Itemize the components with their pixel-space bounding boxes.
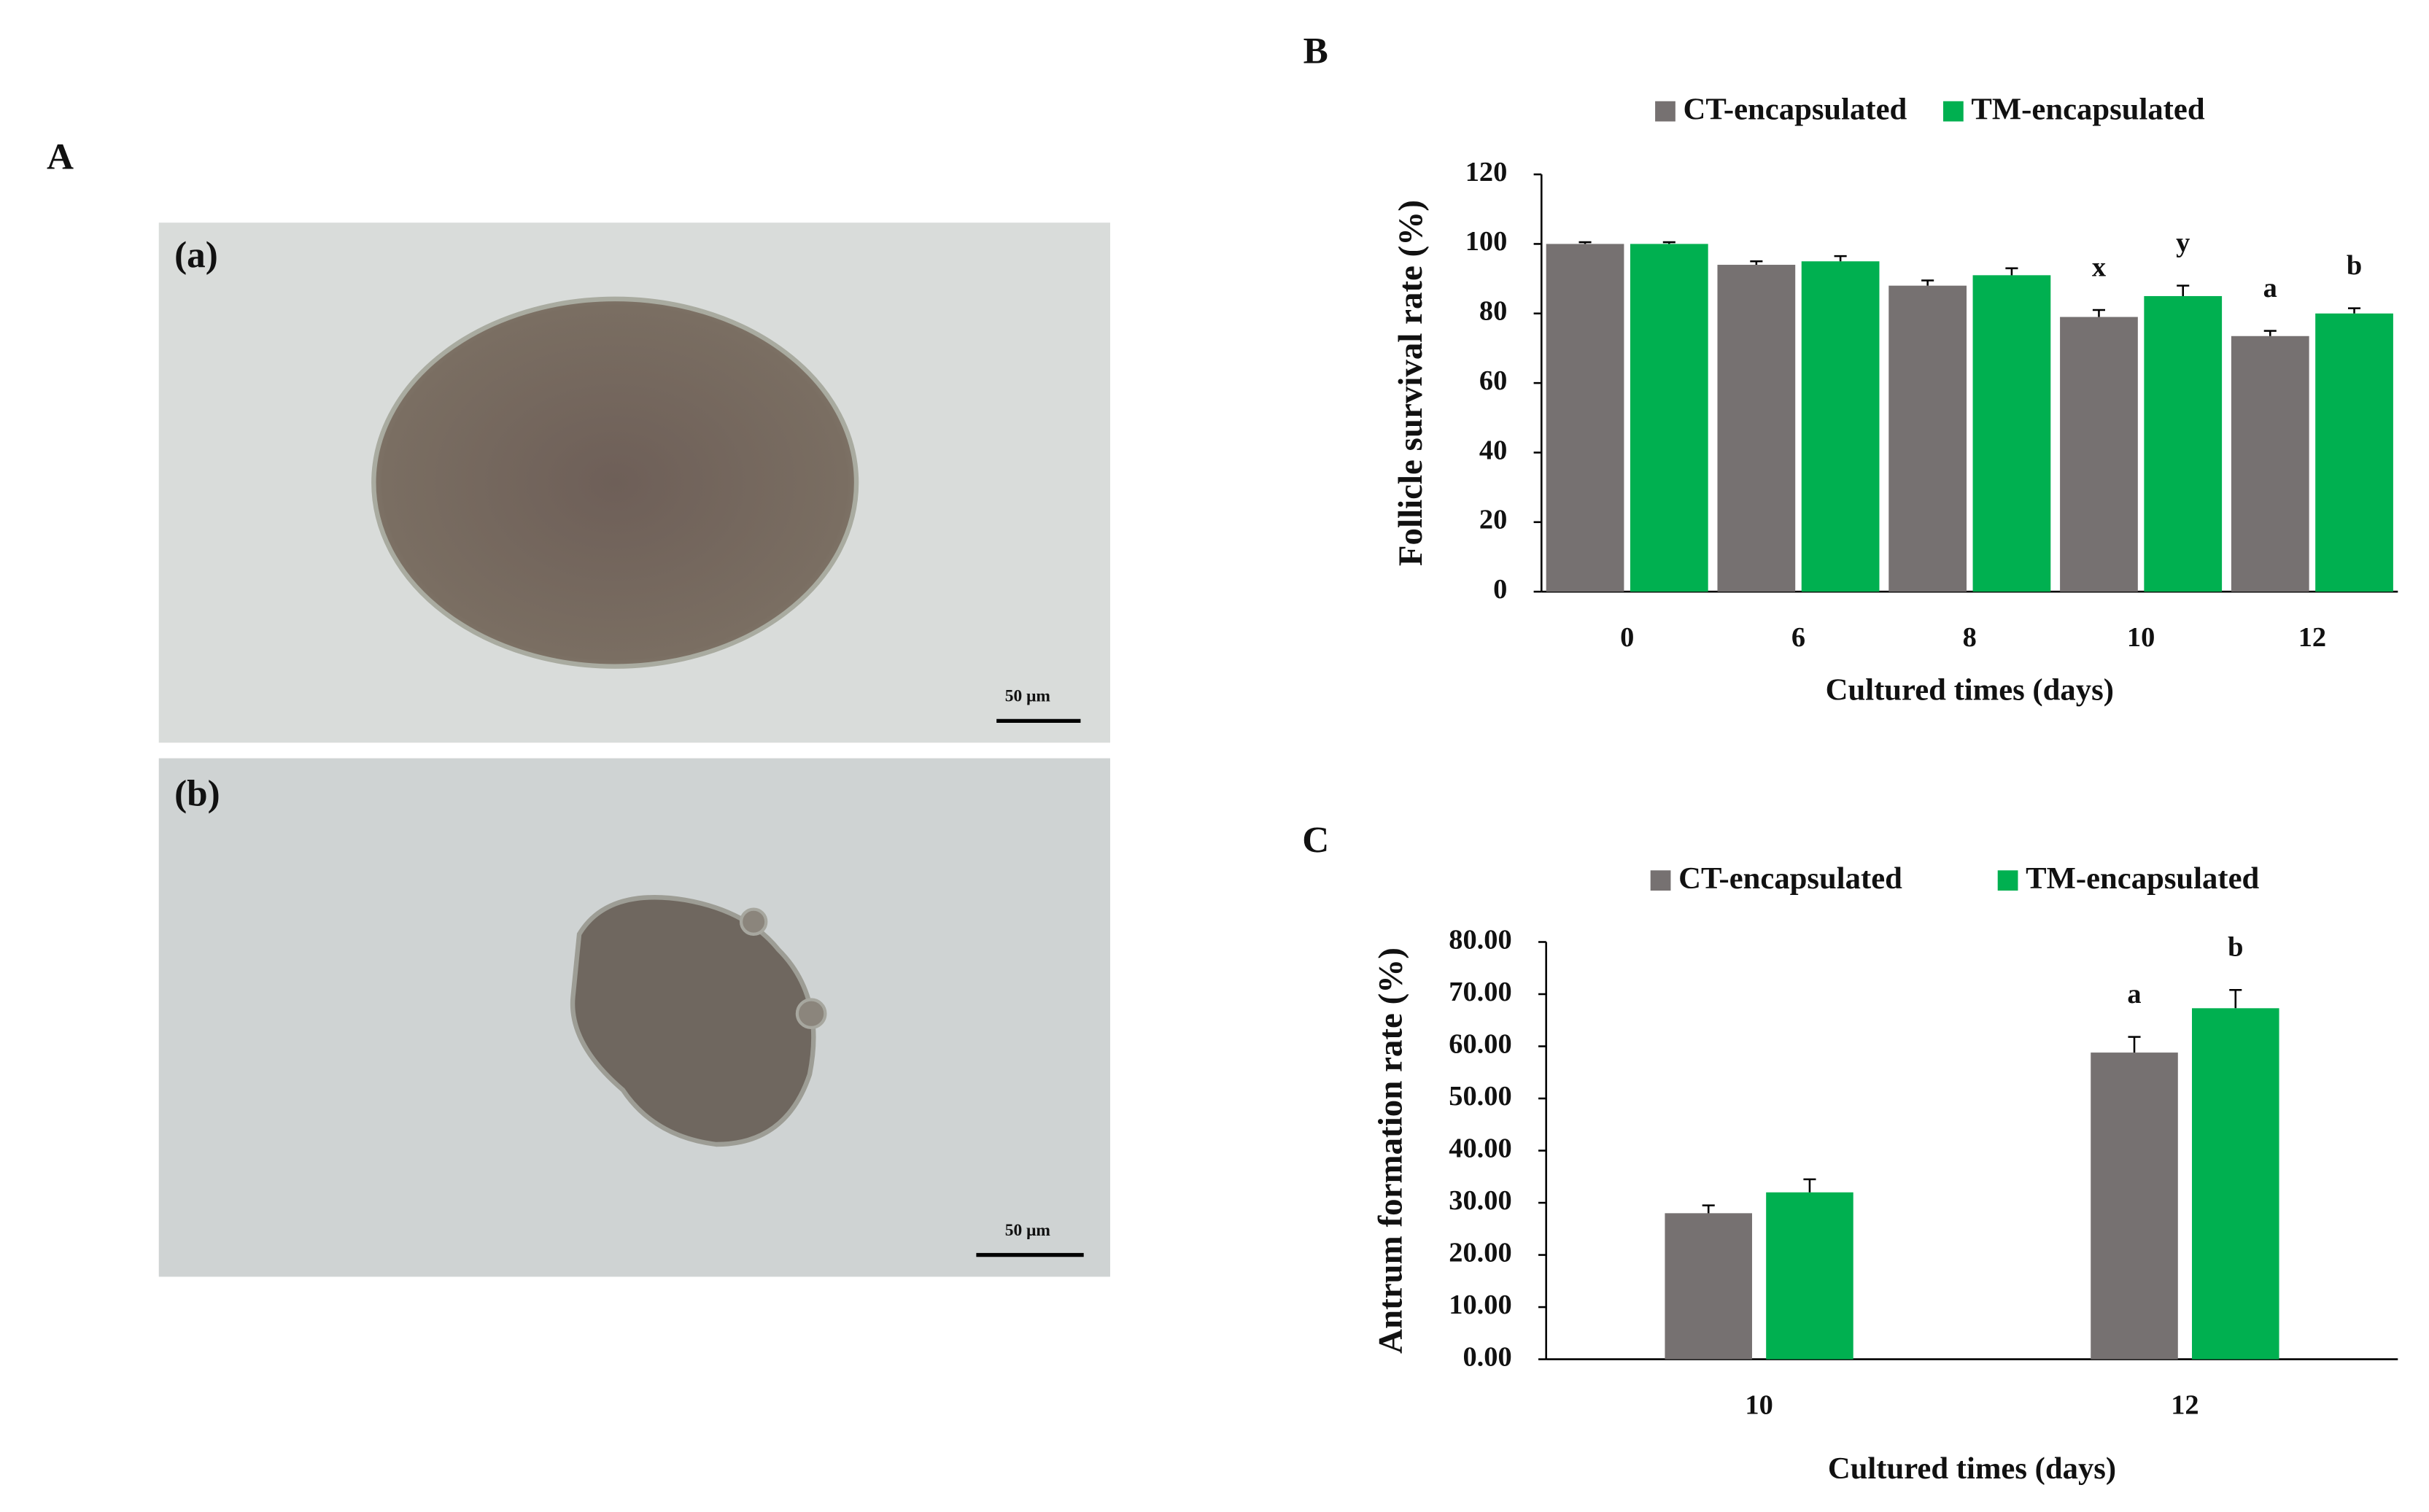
y-tick-label: 40 <box>1479 435 1507 465</box>
bar <box>2315 313 2393 592</box>
panel-label: C <box>1302 820 1329 861</box>
legend-label: CT-encapsulated <box>1678 861 1902 896</box>
legend-label: TM-encapsulated <box>1971 92 2204 126</box>
bar <box>2192 1008 2279 1360</box>
error-bar <box>2128 1036 2141 1053</box>
y-tick-label: 80 <box>1479 296 1507 327</box>
bar <box>1546 244 1624 592</box>
x-tick-label: 12 <box>2171 1390 2199 1421</box>
cell <box>795 998 827 1030</box>
x-tick-label: 10 <box>2127 622 2155 653</box>
significance-label: y <box>2176 228 2190 258</box>
y-tick-label: 30.00 <box>1449 1185 1511 1216</box>
bar <box>2231 336 2309 592</box>
y-axis-label: Follicle survival rate (%) <box>1392 200 1430 566</box>
y-tick-label: 0.00 <box>1463 1341 1511 1372</box>
error-bar <box>2263 330 2277 336</box>
significance-label: x <box>2092 252 2106 282</box>
x-tick-label: 12 <box>2298 622 2326 653</box>
error-bar <box>2348 307 2361 314</box>
x-axis-label: Cultured times (days) <box>1826 673 2114 707</box>
error-bar <box>1578 241 1592 244</box>
legend-swatch <box>1655 101 1675 122</box>
y-tick-label: 70.00 <box>1449 977 1511 1007</box>
bar <box>1888 285 1967 592</box>
y-tick-label: 0 <box>1493 574 1507 605</box>
significance-label: a <box>2263 273 2277 303</box>
bar <box>1665 1213 1752 1360</box>
panel-label: B <box>1303 30 1328 71</box>
follicle <box>570 895 816 1147</box>
y-tick-label: 60.00 <box>1449 1028 1511 1059</box>
y-tick-label: 10.00 <box>1449 1290 1511 1320</box>
bar <box>2091 1052 2178 1360</box>
image-label: (a) <box>174 234 218 276</box>
x-tick-label: 0 <box>1620 622 1634 653</box>
y-tick-label: 60 <box>1479 365 1507 396</box>
significance-label: b <box>2347 250 2362 281</box>
significance-label: a <box>2127 979 2141 1009</box>
scale-label: 50 μm <box>1005 687 1051 706</box>
image-label: (b) <box>174 773 220 815</box>
error-bar <box>2092 309 2105 317</box>
error-bar <box>1702 1204 1715 1214</box>
significance-label: b <box>2228 932 2243 963</box>
x-tick-label: 6 <box>1791 622 1805 653</box>
bar <box>1972 275 2051 592</box>
bar <box>2060 317 2138 592</box>
legend-label: TM-encapsulated <box>2026 861 2259 896</box>
x-axis-label: Cultured times (days) <box>1828 1451 2116 1486</box>
y-tick-label: 20 <box>1479 505 1507 535</box>
y-tick-label: 80.00 <box>1449 924 1511 955</box>
follicle <box>371 296 859 669</box>
x-tick-label: 10 <box>1745 1390 1773 1421</box>
cell <box>739 907 768 936</box>
y-tick-label: 120 <box>1465 157 1508 187</box>
bar <box>2144 295 2223 592</box>
bar <box>1630 244 1708 592</box>
bar <box>1717 265 1796 592</box>
error-bar <box>2177 284 2190 296</box>
x-tick-label: 8 <box>1963 622 1977 653</box>
error-bar <box>1750 260 1763 265</box>
y-tick-label: 20.00 <box>1449 1237 1511 1268</box>
legend-swatch <box>1997 870 2018 891</box>
y-axis-label: Antrum formation rate (%) <box>1371 947 1409 1354</box>
error-bar <box>1803 1178 1816 1193</box>
error-bar <box>1921 279 1934 286</box>
y-tick-label: 100 <box>1465 226 1508 257</box>
error-bar <box>2229 988 2242 1009</box>
panel-label: A <box>47 136 74 178</box>
legend-swatch <box>1943 101 1964 122</box>
bar <box>1801 261 1880 592</box>
error-bar <box>1662 241 1675 244</box>
legend-label: CT-encapsulated <box>1684 92 1907 126</box>
y-tick-label: 50.00 <box>1449 1081 1511 1112</box>
error-bar <box>2005 267 2018 276</box>
error-bar <box>1834 255 1847 262</box>
y-tick-label: 40.00 <box>1449 1133 1511 1163</box>
scale-label: 50 μm <box>1005 1221 1051 1240</box>
bar <box>1766 1192 1853 1360</box>
legend-swatch <box>1650 870 1671 891</box>
